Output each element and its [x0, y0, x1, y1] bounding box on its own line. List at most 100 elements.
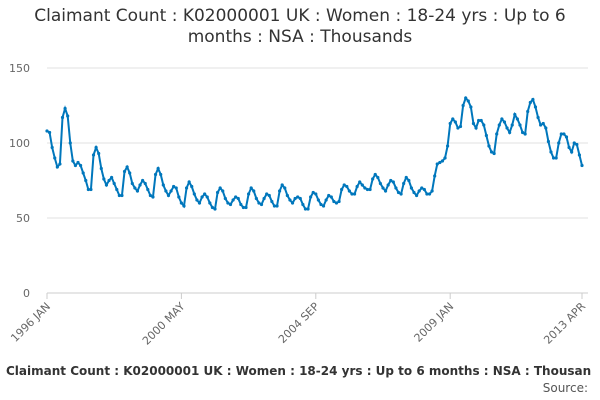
point [461, 103, 465, 108]
point [159, 172, 163, 177]
point [448, 121, 452, 126]
point [244, 205, 248, 210]
footer-text: Claimant Count : K02000001 UK : Women : … [6, 364, 592, 378]
point [482, 123, 486, 127]
point [262, 196, 266, 201]
point [360, 183, 364, 187]
point [301, 202, 305, 207]
point [60, 115, 65, 120]
point [474, 126, 478, 130]
x-tick-label: 2009 JAN [412, 300, 457, 345]
point [350, 192, 354, 196]
point [464, 96, 468, 100]
point [572, 141, 576, 145]
point [130, 181, 134, 186]
x-tick-label: 2013 APR [541, 300, 588, 347]
point [433, 174, 437, 178]
point [208, 201, 212, 205]
point [526, 109, 530, 114]
point [533, 105, 538, 109]
point [146, 187, 150, 192]
point [505, 126, 509, 130]
point [195, 198, 199, 202]
point [513, 112, 517, 117]
point [285, 193, 289, 198]
point [182, 204, 186, 208]
point [215, 190, 220, 195]
x-tick-label: 2000 MAY [140, 300, 188, 348]
point [309, 195, 313, 199]
point [381, 186, 385, 190]
point [376, 175, 380, 180]
point [174, 186, 178, 190]
point [404, 175, 408, 180]
point [97, 151, 101, 156]
point [451, 117, 455, 121]
point [280, 183, 284, 187]
point [177, 195, 181, 199]
x-tick-label: 2004 SEP [276, 300, 322, 346]
point [440, 159, 445, 163]
point [510, 123, 514, 127]
point [549, 150, 553, 154]
point [296, 195, 300, 199]
point [278, 189, 282, 193]
point [187, 180, 191, 184]
point [427, 192, 432, 196]
point [45, 129, 49, 133]
chart-title: Claimant Count : K02000001 UK : Women : … [34, 6, 566, 47]
point [50, 145, 54, 150]
point [249, 186, 253, 190]
point [104, 183, 109, 187]
point [456, 126, 460, 130]
point [458, 124, 463, 129]
point [321, 204, 326, 208]
point [539, 123, 543, 127]
point [557, 141, 561, 145]
footer: Claimant Count : K02000001 UK : Women : … [0, 364, 600, 400]
point [394, 186, 398, 190]
point [133, 186, 137, 190]
point [53, 156, 57, 160]
point [143, 181, 147, 186]
point [172, 184, 176, 189]
point [275, 204, 279, 208]
point [334, 201, 339, 205]
point [298, 196, 302, 201]
y-tick-label: 0 [23, 287, 30, 300]
point [345, 184, 349, 189]
point [518, 123, 522, 127]
point [435, 162, 439, 166]
point [389, 178, 393, 183]
point [391, 180, 395, 184]
point [270, 199, 274, 204]
point [453, 120, 457, 124]
point [373, 172, 377, 177]
point [575, 142, 579, 147]
point [141, 178, 145, 183]
point [347, 189, 351, 193]
point [340, 187, 344, 192]
point [76, 160, 80, 165]
point [257, 201, 261, 205]
point [117, 193, 121, 198]
point [164, 189, 168, 193]
point [112, 181, 116, 186]
point [342, 183, 346, 187]
point [337, 199, 341, 204]
point [153, 172, 158, 177]
point [210, 205, 215, 210]
point [554, 156, 558, 160]
point [430, 189, 434, 193]
point [422, 187, 426, 192]
point [471, 121, 476, 126]
point [402, 181, 406, 186]
point [86, 187, 90, 192]
x-tick-label: 1996 JAN [8, 300, 53, 345]
point [203, 192, 207, 196]
point [358, 180, 362, 184]
point [246, 192, 251, 196]
point [120, 193, 124, 198]
point [417, 189, 421, 193]
point [414, 193, 419, 198]
